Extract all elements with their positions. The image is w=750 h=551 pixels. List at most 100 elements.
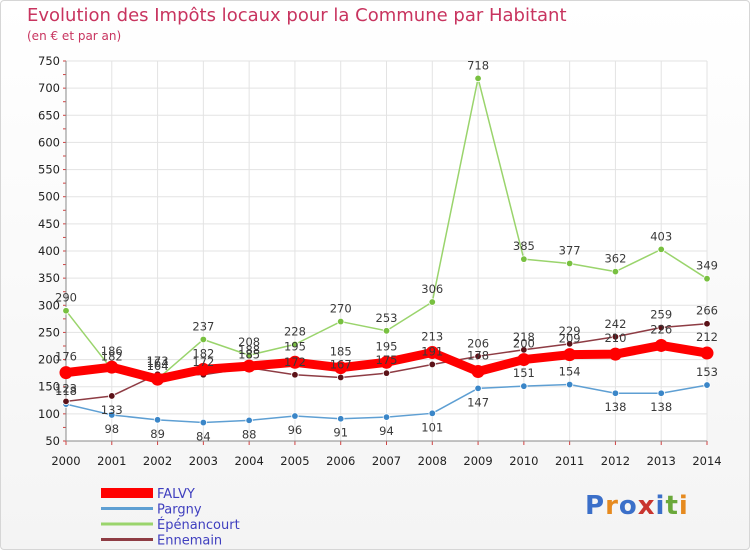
data-point	[337, 317, 345, 326]
data-point	[425, 346, 439, 360]
data-label: 218	[513, 330, 535, 344]
legend-label: Épénancourt	[157, 517, 240, 533]
x-tick-label: 2000	[51, 454, 80, 468]
logo-letter: i	[678, 491, 689, 521]
x-tick-label: 2001	[97, 454, 126, 468]
data-point	[703, 320, 711, 328]
data-point	[380, 355, 393, 369]
data-label: 349	[696, 259, 718, 273]
data-point	[108, 411, 116, 419]
data-point	[62, 397, 70, 406]
data-point	[563, 348, 577, 362]
data-point	[337, 415, 345, 423]
data-point	[199, 418, 208, 427]
data-point	[337, 373, 345, 382]
data-label: 229	[559, 324, 581, 338]
data-label: 270	[330, 302, 352, 316]
x-tick-label: 2006	[326, 454, 355, 468]
data-point	[196, 362, 210, 376]
data-label: 147	[467, 395, 489, 409]
data-point	[291, 371, 299, 379]
legend-label: FALVY	[157, 487, 195, 502]
data-label: 228	[284, 324, 306, 338]
data-label: 191	[421, 344, 443, 358]
x-tick-label: 2009	[463, 454, 492, 468]
data-label: 176	[55, 350, 77, 364]
data-label: 185	[238, 348, 260, 362]
logo-letter: x	[637, 491, 656, 521]
data-label: 182	[101, 349, 123, 363]
data-label: 123	[55, 381, 77, 395]
logo-letter: o	[618, 491, 638, 521]
legend-label: Ennemain	[157, 534, 222, 549]
data-point	[151, 372, 165, 386]
data-point	[199, 335, 208, 344]
data-point	[700, 346, 714, 360]
data-point	[565, 259, 574, 268]
data-label: 88	[242, 427, 257, 441]
logo-letter: P	[585, 491, 606, 521]
data-label: 164	[147, 359, 169, 373]
data-label: 154	[559, 365, 581, 379]
legend-item: Pargny	[101, 503, 202, 518]
data-label: 167	[330, 357, 352, 371]
x-tick-label: 2012	[601, 454, 630, 468]
data-label: 377	[559, 243, 581, 257]
data-point	[611, 267, 620, 276]
data-point	[428, 360, 436, 369]
data-point	[657, 389, 665, 397]
data-point	[471, 365, 485, 379]
chart-subtitle: (en € et par an)	[27, 29, 122, 43]
y-tick-label: 300	[38, 298, 60, 312]
y-tick-label: 250	[38, 325, 60, 339]
data-label: 91	[333, 426, 348, 440]
data-point	[428, 409, 436, 418]
x-tick-label: 2003	[189, 454, 218, 468]
data-point	[517, 353, 531, 367]
logo-letter: t	[665, 491, 679, 521]
x-tick-label: 2014	[692, 454, 721, 468]
x-tick-label: 2007	[372, 454, 401, 468]
legend-item: Ennemain	[101, 534, 222, 549]
data-label: 195	[376, 339, 398, 353]
chart-title: Evolution des Impôts locaux pour la Comm…	[27, 5, 567, 26]
y-tick-label: 650	[38, 108, 60, 122]
data-label: 188	[238, 343, 260, 357]
data-label: 226	[650, 322, 672, 336]
x-tick-label: 2010	[509, 454, 538, 468]
data-point	[428, 298, 436, 306]
data-point	[520, 255, 528, 263]
y-tick-label: 350	[38, 271, 60, 285]
data-point	[703, 274, 711, 283]
x-tick-label: 2011	[555, 454, 584, 468]
data-label: 206	[467, 336, 489, 350]
series-pargny	[62, 380, 711, 427]
data-label: 195	[284, 339, 306, 353]
data-label: 182	[192, 346, 214, 360]
data-point	[565, 340, 574, 348]
data-label: 172	[192, 355, 214, 369]
data-label: 84	[196, 430, 211, 444]
data-point	[474, 352, 482, 361]
data-label: 151	[513, 366, 535, 380]
logo-letter: r	[605, 491, 619, 521]
data-point	[59, 366, 73, 380]
data-label: 209	[559, 332, 581, 346]
data-point	[657, 323, 665, 332]
data-point	[382, 369, 391, 377]
data-label: 94	[379, 424, 394, 438]
data-label: 200	[513, 337, 535, 351]
y-tick-label: 600	[38, 135, 60, 149]
data-label: 718	[467, 58, 489, 72]
legend-swatch	[101, 507, 153, 510]
x-tick-label: 2008	[418, 454, 447, 468]
data-label: 186	[101, 344, 123, 358]
proxiti-logo: Proxiti	[585, 491, 689, 521]
data-point	[105, 360, 119, 374]
data-point	[608, 347, 622, 361]
y-tick-label: 150	[38, 380, 60, 394]
y-tick-label: 200	[38, 353, 60, 367]
data-label: 385	[513, 239, 535, 253]
data-label: 178	[467, 349, 489, 363]
